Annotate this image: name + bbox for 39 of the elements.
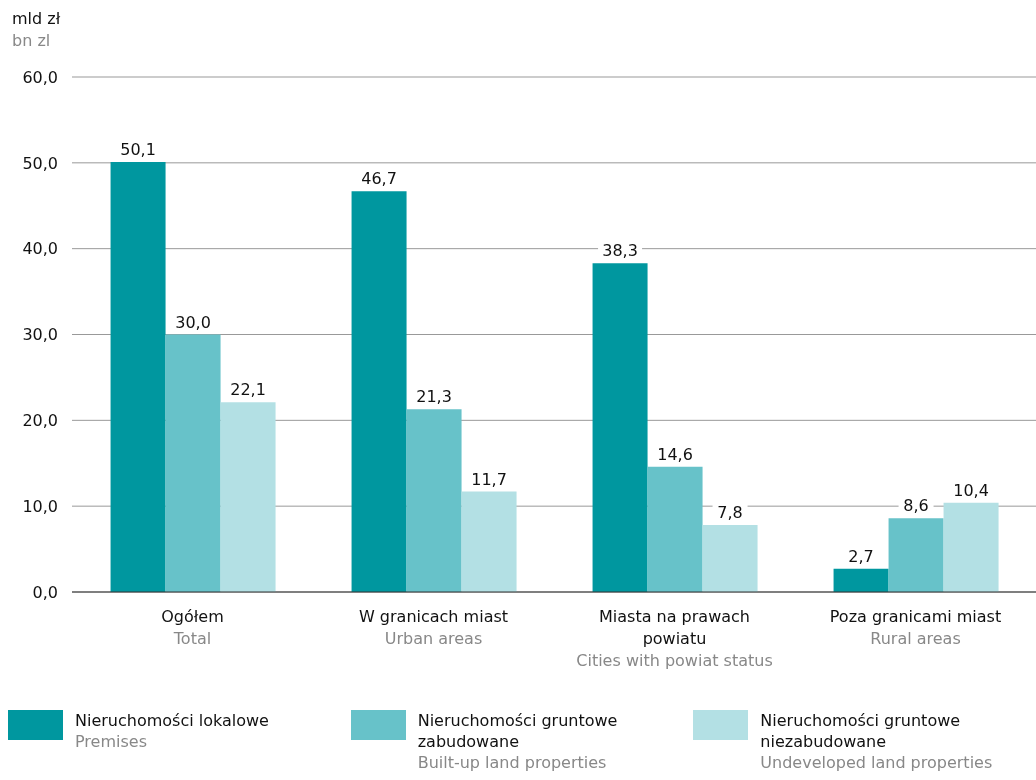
y-tick-label: 50,0 bbox=[22, 153, 58, 173]
bar bbox=[943, 502, 999, 592]
bar bbox=[461, 491, 517, 592]
data-label: 22,1 bbox=[230, 380, 266, 400]
y-tick-label: 20,0 bbox=[22, 411, 58, 431]
x-tick-label: Poza granicami miast Rural areas bbox=[829, 607, 1002, 648]
bar bbox=[165, 334, 221, 592]
bar bbox=[351, 191, 407, 592]
data-label: 8,6 bbox=[903, 496, 929, 516]
y-axis-title: mld zł bn zl bbox=[12, 8, 61, 52]
data-label: 14,6 bbox=[657, 444, 693, 464]
bar bbox=[110, 161, 166, 592]
data-label: 38,3 bbox=[602, 241, 638, 261]
legend-label: Nieruchomości lokalowe Premises bbox=[75, 710, 270, 752]
legend-label: Nieruchomości gruntowe niezabudowane Undeveloped land properties bbox=[760, 710, 994, 773]
y-tick-label: 40,0 bbox=[22, 239, 58, 259]
y-tick-label: 10,0 bbox=[22, 496, 58, 516]
x-tick-label: Ogółem Total bbox=[161, 607, 224, 648]
y-tick-label: 0,0 bbox=[32, 582, 58, 602]
data-label: 2,7 bbox=[848, 546, 874, 566]
bar bbox=[647, 466, 703, 592]
x-tick-label: Miasta na prawach powiatu Cities with powiat status bbox=[576, 607, 773, 670]
bar bbox=[592, 263, 648, 592]
y-tick-label: 60,0 bbox=[22, 67, 58, 87]
data-label: 21,3 bbox=[416, 387, 452, 407]
data-label: 46,7 bbox=[361, 169, 397, 189]
y-tick-label: 30,0 bbox=[22, 325, 58, 345]
bar bbox=[702, 525, 758, 592]
data-label: 50,1 bbox=[120, 139, 156, 159]
bar bbox=[833, 568, 889, 592]
data-label: 10,4 bbox=[953, 480, 989, 500]
data-label: 30,0 bbox=[175, 312, 211, 332]
bar bbox=[220, 402, 276, 592]
bar bbox=[888, 518, 944, 592]
data-label: 11,7 bbox=[471, 469, 507, 489]
data-label: 7,8 bbox=[717, 503, 743, 523]
x-tick-label: W granicach miast Urban areas bbox=[358, 607, 509, 648]
bar bbox=[406, 409, 462, 592]
legend-label: Nieruchomości gruntowe zabudowane Built-up land properties bbox=[417, 710, 619, 773]
